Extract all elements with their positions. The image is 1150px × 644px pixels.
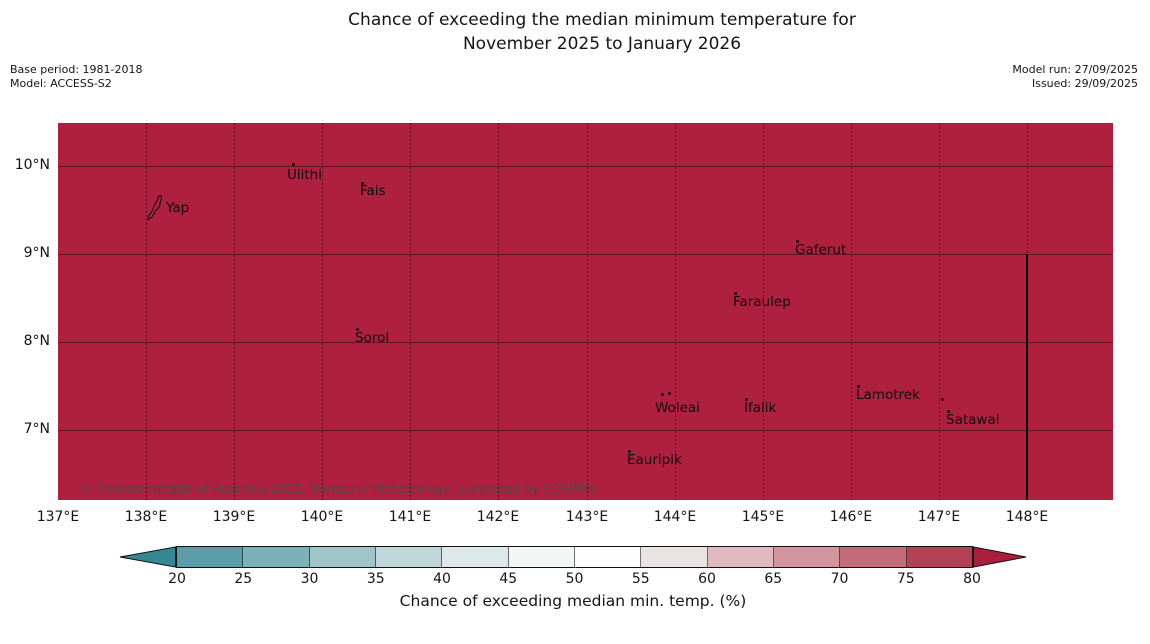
x-tick-label: 148°E bbox=[1005, 509, 1049, 525]
grid-line-longitude bbox=[763, 123, 764, 500]
colorbar-segment bbox=[508, 547, 575, 567]
colorbar-tick-label: 65 bbox=[764, 571, 783, 587]
colorbar-tick-label: 25 bbox=[234, 571, 253, 587]
atoll-dot-icon bbox=[668, 392, 671, 395]
run-metadata-right: Model run: 27/09/2025 Issued: 29/09/2025 bbox=[1012, 63, 1138, 91]
atoll-dot-icon bbox=[361, 182, 364, 185]
atoll-dot-icon bbox=[661, 393, 664, 396]
x-tick-label: 142°E bbox=[476, 509, 520, 525]
place-label: Satawal bbox=[946, 412, 1000, 428]
place-label: Gaferut bbox=[795, 242, 847, 258]
x-tick-label: 139°E bbox=[212, 509, 256, 525]
grid-line-latitude bbox=[58, 254, 1113, 255]
grid-line-longitude bbox=[322, 123, 323, 500]
colorbar-under-arrow bbox=[119, 546, 176, 568]
place-label: Faraulep bbox=[733, 294, 791, 310]
colorbar-tick-label: 75 bbox=[896, 571, 915, 587]
atoll-dot-icon bbox=[745, 398, 748, 401]
grid-line-longitude bbox=[851, 123, 852, 500]
atoll-dot-icon bbox=[628, 450, 631, 453]
atoll-dot-icon bbox=[292, 163, 295, 166]
place-label: Lamotrek bbox=[856, 387, 920, 403]
colorbar-gradient-bar bbox=[176, 546, 973, 568]
atoll-dot-icon bbox=[857, 385, 860, 388]
colorbar-tick-label: 40 bbox=[433, 571, 451, 587]
colorbar-segment bbox=[309, 547, 376, 567]
colorbar-segment bbox=[177, 547, 244, 567]
colorbar-tick-label: 20 bbox=[168, 571, 186, 587]
atoll-dot-icon bbox=[734, 292, 737, 295]
page-title: Chance of exceeding the median minimum t… bbox=[52, 8, 1150, 56]
grid-line-longitude bbox=[939, 123, 940, 500]
x-tick-label: 145°E bbox=[741, 509, 785, 525]
colorbar: 20 25 30 35 40 45 50 55 60 65 70 75 80 Chance of exc… bbox=[119, 546, 1027, 618]
atoll-dot-icon bbox=[941, 398, 944, 401]
colorbar-segment bbox=[840, 547, 907, 567]
x-tick-label: 144°E bbox=[653, 509, 697, 525]
x-tick-label: 147°E bbox=[917, 509, 961, 525]
grid-line-longitude bbox=[675, 123, 676, 500]
title-line-1: Chance of exceeding the median minimum t… bbox=[348, 10, 856, 30]
place-label: Yap bbox=[166, 200, 190, 216]
model-run-text: Model run: 27/09/2025 bbox=[1012, 63, 1138, 76]
title-line-2: November 2025 to January 2026 bbox=[462, 34, 742, 54]
grid-line-latitude bbox=[58, 342, 1113, 343]
place-label: Eauripik bbox=[627, 452, 682, 468]
x-tick-label: 137°E bbox=[36, 509, 80, 525]
colorbar-tick-label: 35 bbox=[366, 571, 385, 587]
grid-line-longitude bbox=[587, 123, 588, 500]
grid-line-longitude bbox=[498, 123, 499, 500]
grid-line-longitude bbox=[410, 123, 411, 500]
base-period-text: Base period: 1981-2018 bbox=[10, 63, 143, 76]
grid-line-longitude bbox=[234, 123, 235, 500]
colorbar-tick-label: 80 bbox=[963, 571, 981, 587]
grid-line-latitude bbox=[58, 430, 1113, 431]
colorbar-segment bbox=[574, 547, 642, 567]
place-label: Fais bbox=[360, 183, 386, 199]
atoll-dot-icon bbox=[947, 410, 950, 413]
grid-line-longitude bbox=[146, 123, 147, 500]
colorbar-tick-label: 45 bbox=[499, 571, 518, 587]
issued-text: Issued: 29/09/2025 bbox=[1031, 77, 1138, 90]
colorbar-segment bbox=[641, 547, 708, 567]
x-tick-label: 146°E bbox=[829, 509, 873, 525]
grid-line-latitude bbox=[58, 166, 1113, 167]
y-tick-label: 7°N bbox=[23, 421, 50, 437]
x-tick-label: 140°E bbox=[300, 509, 344, 525]
colorbar-tick-label: 30 bbox=[300, 571, 319, 587]
boundary-line-148e bbox=[1026, 254, 1028, 500]
y-tick-label: 10°N bbox=[14, 157, 50, 173]
y-tick-label: 8°N bbox=[23, 333, 50, 349]
y-tick-label: 9°N bbox=[23, 245, 50, 261]
colorbar-tick-label: 70 bbox=[830, 571, 849, 587]
run-metadata-left: Base period: 1981-2018 Model: ACCESS-S2 bbox=[10, 63, 142, 91]
atoll-dot-icon bbox=[796, 240, 799, 243]
map: © Commonwealth of Australia 2025, Bureau… bbox=[58, 123, 1113, 500]
colorbar-segment bbox=[243, 547, 310, 567]
place-label: Sorol bbox=[355, 330, 390, 346]
place-label: Ifalik bbox=[744, 400, 777, 416]
colorbar-axis-label: Chance of exceeding median min. temp. (%… bbox=[399, 592, 747, 610]
place-label: Ulithi bbox=[287, 167, 322, 183]
model-text: Model: ACCESS-S2 bbox=[10, 77, 112, 90]
colorbar-segment bbox=[707, 547, 774, 567]
copyright-text: © Commonwealth of Australia 2025, Bureau… bbox=[80, 482, 598, 496]
colorbar-segment bbox=[773, 547, 841, 567]
atoll-dot-icon bbox=[356, 328, 359, 331]
colorbar-over-arrow bbox=[973, 546, 1027, 568]
place-label: Woleai bbox=[655, 400, 700, 416]
island-outline-icon bbox=[145, 194, 167, 226]
colorbar-segment bbox=[442, 547, 509, 567]
colorbar-segment bbox=[906, 547, 972, 567]
colorbar-tick-label: 50 bbox=[565, 571, 584, 587]
colorbar-tick-label: 60 bbox=[698, 571, 716, 587]
colorbar-tick-label: 55 bbox=[631, 571, 650, 587]
colorbar-segment bbox=[375, 547, 443, 567]
x-tick-label: 141°E bbox=[388, 509, 432, 525]
x-tick-label: 143°E bbox=[565, 509, 609, 525]
x-tick-label: 138°E bbox=[124, 509, 168, 525]
